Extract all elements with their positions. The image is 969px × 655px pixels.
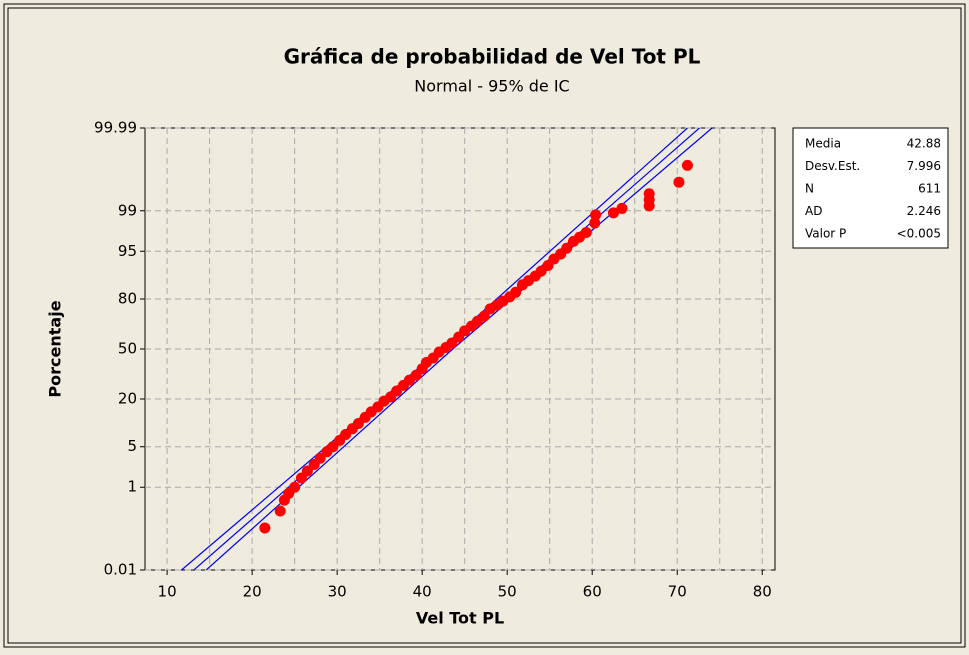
data-point [274,505,286,517]
data-point [681,159,693,171]
y-tick-label: 50 [118,340,137,358]
x-tick-label: 40 [413,583,432,601]
stat-label: Valor P [805,227,846,241]
x-tick-label: 10 [158,583,177,601]
x-tick-label: 80 [753,583,772,601]
x-tick-label: 50 [498,583,517,601]
chart-subtitle: Normal - 95% de IC [414,77,569,96]
data-point [590,209,602,221]
chart-title: Gráfica de probabilidad de Vel Tot PL [284,45,701,69]
data-point [616,202,628,214]
stat-value: <0.005 [897,227,941,241]
y-tick-label: 99 [118,201,137,219]
data-point [673,176,685,188]
y-tick-label: 99.99 [94,119,137,137]
stat-label: Media [805,137,841,151]
stat-label: N [805,182,814,196]
data-point [259,522,271,534]
y-tick-label: 20 [118,390,137,408]
stat-value: 42.88 [907,137,941,151]
data-point [580,227,592,239]
data-point [301,465,313,477]
y-axis-label: Porcentaje [46,300,65,397]
data-point [589,217,601,229]
outer-frame [3,3,966,648]
data-point [607,207,619,219]
stats-box [792,127,949,249]
stat-value: 2.246 [907,204,941,218]
y-tick-label: 5 [127,437,137,455]
x-tick-label: 20 [243,583,262,601]
x-tick-label: 60 [583,583,602,601]
data-point [510,286,522,298]
y-tick-label: 80 [118,289,137,307]
stat-value: 7.996 [907,159,941,173]
x-axis-label: Vel Tot PL [416,609,504,628]
y-tick-label: 1 [127,478,137,496]
y-tick-label: 0.01 [104,561,137,579]
stat-label: AD [805,204,822,218]
x-tick-label: 30 [328,583,347,601]
data-point [643,188,655,200]
inner-frame [7,7,962,644]
data-point [561,242,573,254]
data-point [314,452,326,464]
x-tick-label: 70 [668,583,687,601]
stat-label: Desv.Est. [805,159,860,173]
y-tick-label: 95 [118,242,137,260]
data-point [289,481,301,493]
stat-value: 611 [918,182,941,196]
